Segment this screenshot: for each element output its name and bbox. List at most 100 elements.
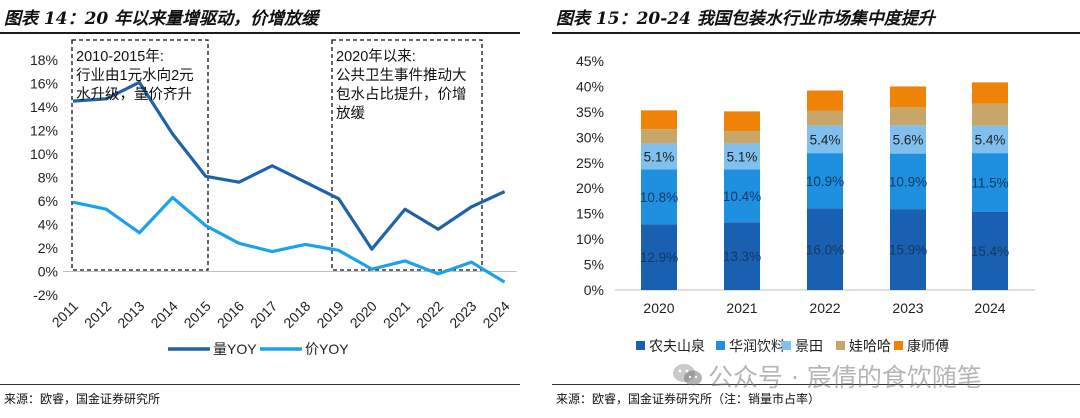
annotation-text-line: 行业由1元水向2元 <box>76 67 194 84</box>
x-tick-label: 2022 <box>413 298 446 331</box>
left-title-rule <box>0 32 520 34</box>
bar-segment <box>890 153 926 210</box>
bar-segment <box>972 82 1008 104</box>
data-label: 12.9% <box>640 250 678 265</box>
series-line-volume <box>72 80 506 251</box>
legend-label: 农夫山泉 <box>649 338 705 354</box>
x-tick-label: 2020 <box>347 298 380 331</box>
y-tick-label: 14% <box>30 99 58 115</box>
data-label: 5.4% <box>975 132 1006 147</box>
annotation-box-2010-2015 <box>71 39 209 271</box>
bar-segment <box>724 111 760 132</box>
legend-swatch <box>836 341 845 350</box>
y-tick-label: 45% <box>576 53 604 69</box>
legend-label: 华润饮料 <box>729 338 785 354</box>
legend-label: 景田 <box>795 338 823 354</box>
bar-segment <box>972 153 1008 212</box>
legend-swatch <box>716 341 725 350</box>
y-tick-label: -2% <box>33 287 58 303</box>
annotation-text-line: 水升级，量价齐升 <box>76 86 192 103</box>
right-title-rule <box>552 32 1080 34</box>
x-tick-label: 2017 <box>247 298 280 331</box>
x-tick-label: 2020 <box>643 300 674 316</box>
data-label: 10.9% <box>889 174 927 189</box>
right-source: 来源：欧睿，国金证券研究所（注：销量市占率） <box>556 392 821 406</box>
bar-segment <box>641 143 677 170</box>
x-tick-label: 2016 <box>214 298 247 331</box>
bar-segment <box>724 222 760 290</box>
legend-label: 康师傅 <box>907 338 949 354</box>
x-tick-label: 2024 <box>479 298 512 331</box>
bar-segment <box>972 125 1008 154</box>
left-source: 来源：欧睿，国金证券研究所 <box>4 392 161 406</box>
bar-segment <box>641 110 677 130</box>
x-tick-label: 2021 <box>726 300 757 316</box>
bar-segment <box>641 224 677 290</box>
x-tick-label: 2023 <box>892 300 923 316</box>
annotation-text-line: 2010-2015年: <box>76 48 164 65</box>
bar-segment <box>724 143 760 170</box>
data-label: 5.4% <box>810 132 841 147</box>
data-label: 10.4% <box>723 189 761 204</box>
data-label: 15.9% <box>889 243 927 258</box>
legend-label: 量YOY <box>213 341 257 357</box>
annotation-text-line: 放缓 <box>336 105 365 122</box>
bar-segment <box>890 86 926 108</box>
bar-segment <box>972 103 1008 126</box>
bar-segment <box>807 90 843 111</box>
y-tick-label: 16% <box>30 76 58 92</box>
bar-segment <box>890 125 926 154</box>
bar-segment <box>807 125 843 154</box>
y-tick-label: 8% <box>38 170 58 186</box>
y-tick-label: 0% <box>38 264 58 280</box>
data-label: 10.8% <box>640 190 678 205</box>
bar-segment <box>807 110 843 126</box>
left-line-chart: -2%0%2%4%6%8%10%12%14%16%18%2011 2012 2013… <box>30 39 517 357</box>
x-tick-label: 2014 <box>147 298 180 331</box>
y-tick-label: 25% <box>576 155 604 171</box>
right-source-rule <box>552 384 1080 385</box>
legend-swatch <box>894 341 903 350</box>
right-stacked-bar-chart: 0% 5% 10% 15% 20% 25% 30% 35% 40% 45% 12.9% 10.8% 5.… <box>576 53 1035 354</box>
x-tick-label: 2013 <box>114 298 147 331</box>
x-tick-label: 2012 <box>81 298 114 331</box>
legend-label: 娃哈哈 <box>849 338 891 354</box>
series-line-price <box>72 195 506 284</box>
legend-swatch <box>636 341 645 350</box>
y-tick-label: 12% <box>30 123 58 139</box>
y-tick-label: 10% <box>576 231 604 247</box>
annotation-text-line: 2020年以来: <box>336 48 416 65</box>
annotation-box-2020-later <box>331 39 483 271</box>
y-tick-label: 18% <box>30 52 58 68</box>
y-tick-label: 40% <box>576 78 604 94</box>
bar-segment <box>972 211 1008 290</box>
data-label: 11.5% <box>971 175 1008 190</box>
bar-segment <box>807 153 843 209</box>
bar-segment <box>890 107 926 126</box>
x-tick-label: 2024 <box>974 300 1005 316</box>
watermark-text: 公众号 · 宸倩的食饮随笔 <box>708 363 982 392</box>
y-tick-label: 2% <box>38 240 58 256</box>
wechat-icon <box>673 364 702 386</box>
annotation-text-line: 公共卫生事件推动大 <box>336 67 467 84</box>
data-label: 16.0% <box>806 242 844 257</box>
bar-segment <box>724 169 760 223</box>
right-chart-title: 图表 15：20-24 我国包装水行业市场集中度提升 <box>556 9 935 29</box>
x-tick-label: 2022 <box>809 300 840 316</box>
data-label: 5.6% <box>893 132 924 147</box>
annotation-text-line: 包水占比提升，价增 <box>336 86 467 103</box>
x-tick-label: 2023 <box>446 298 479 331</box>
bar-segment <box>724 131 760 144</box>
x-tick-label: 2021 <box>380 298 413 331</box>
x-tick-label: 2018 <box>280 298 313 331</box>
y-tick-label: 6% <box>38 193 58 209</box>
y-tick-label: 20% <box>576 180 604 196</box>
y-tick-label: 10% <box>30 146 58 162</box>
x-tick-label: 2019 <box>313 298 346 331</box>
legend-swatch <box>782 341 791 350</box>
left-source-rule <box>0 384 520 385</box>
data-label: 13.3% <box>723 249 761 264</box>
bar-segment <box>807 208 843 290</box>
y-tick-label: 5% <box>584 257 604 273</box>
data-label: 5.1% <box>644 149 675 164</box>
